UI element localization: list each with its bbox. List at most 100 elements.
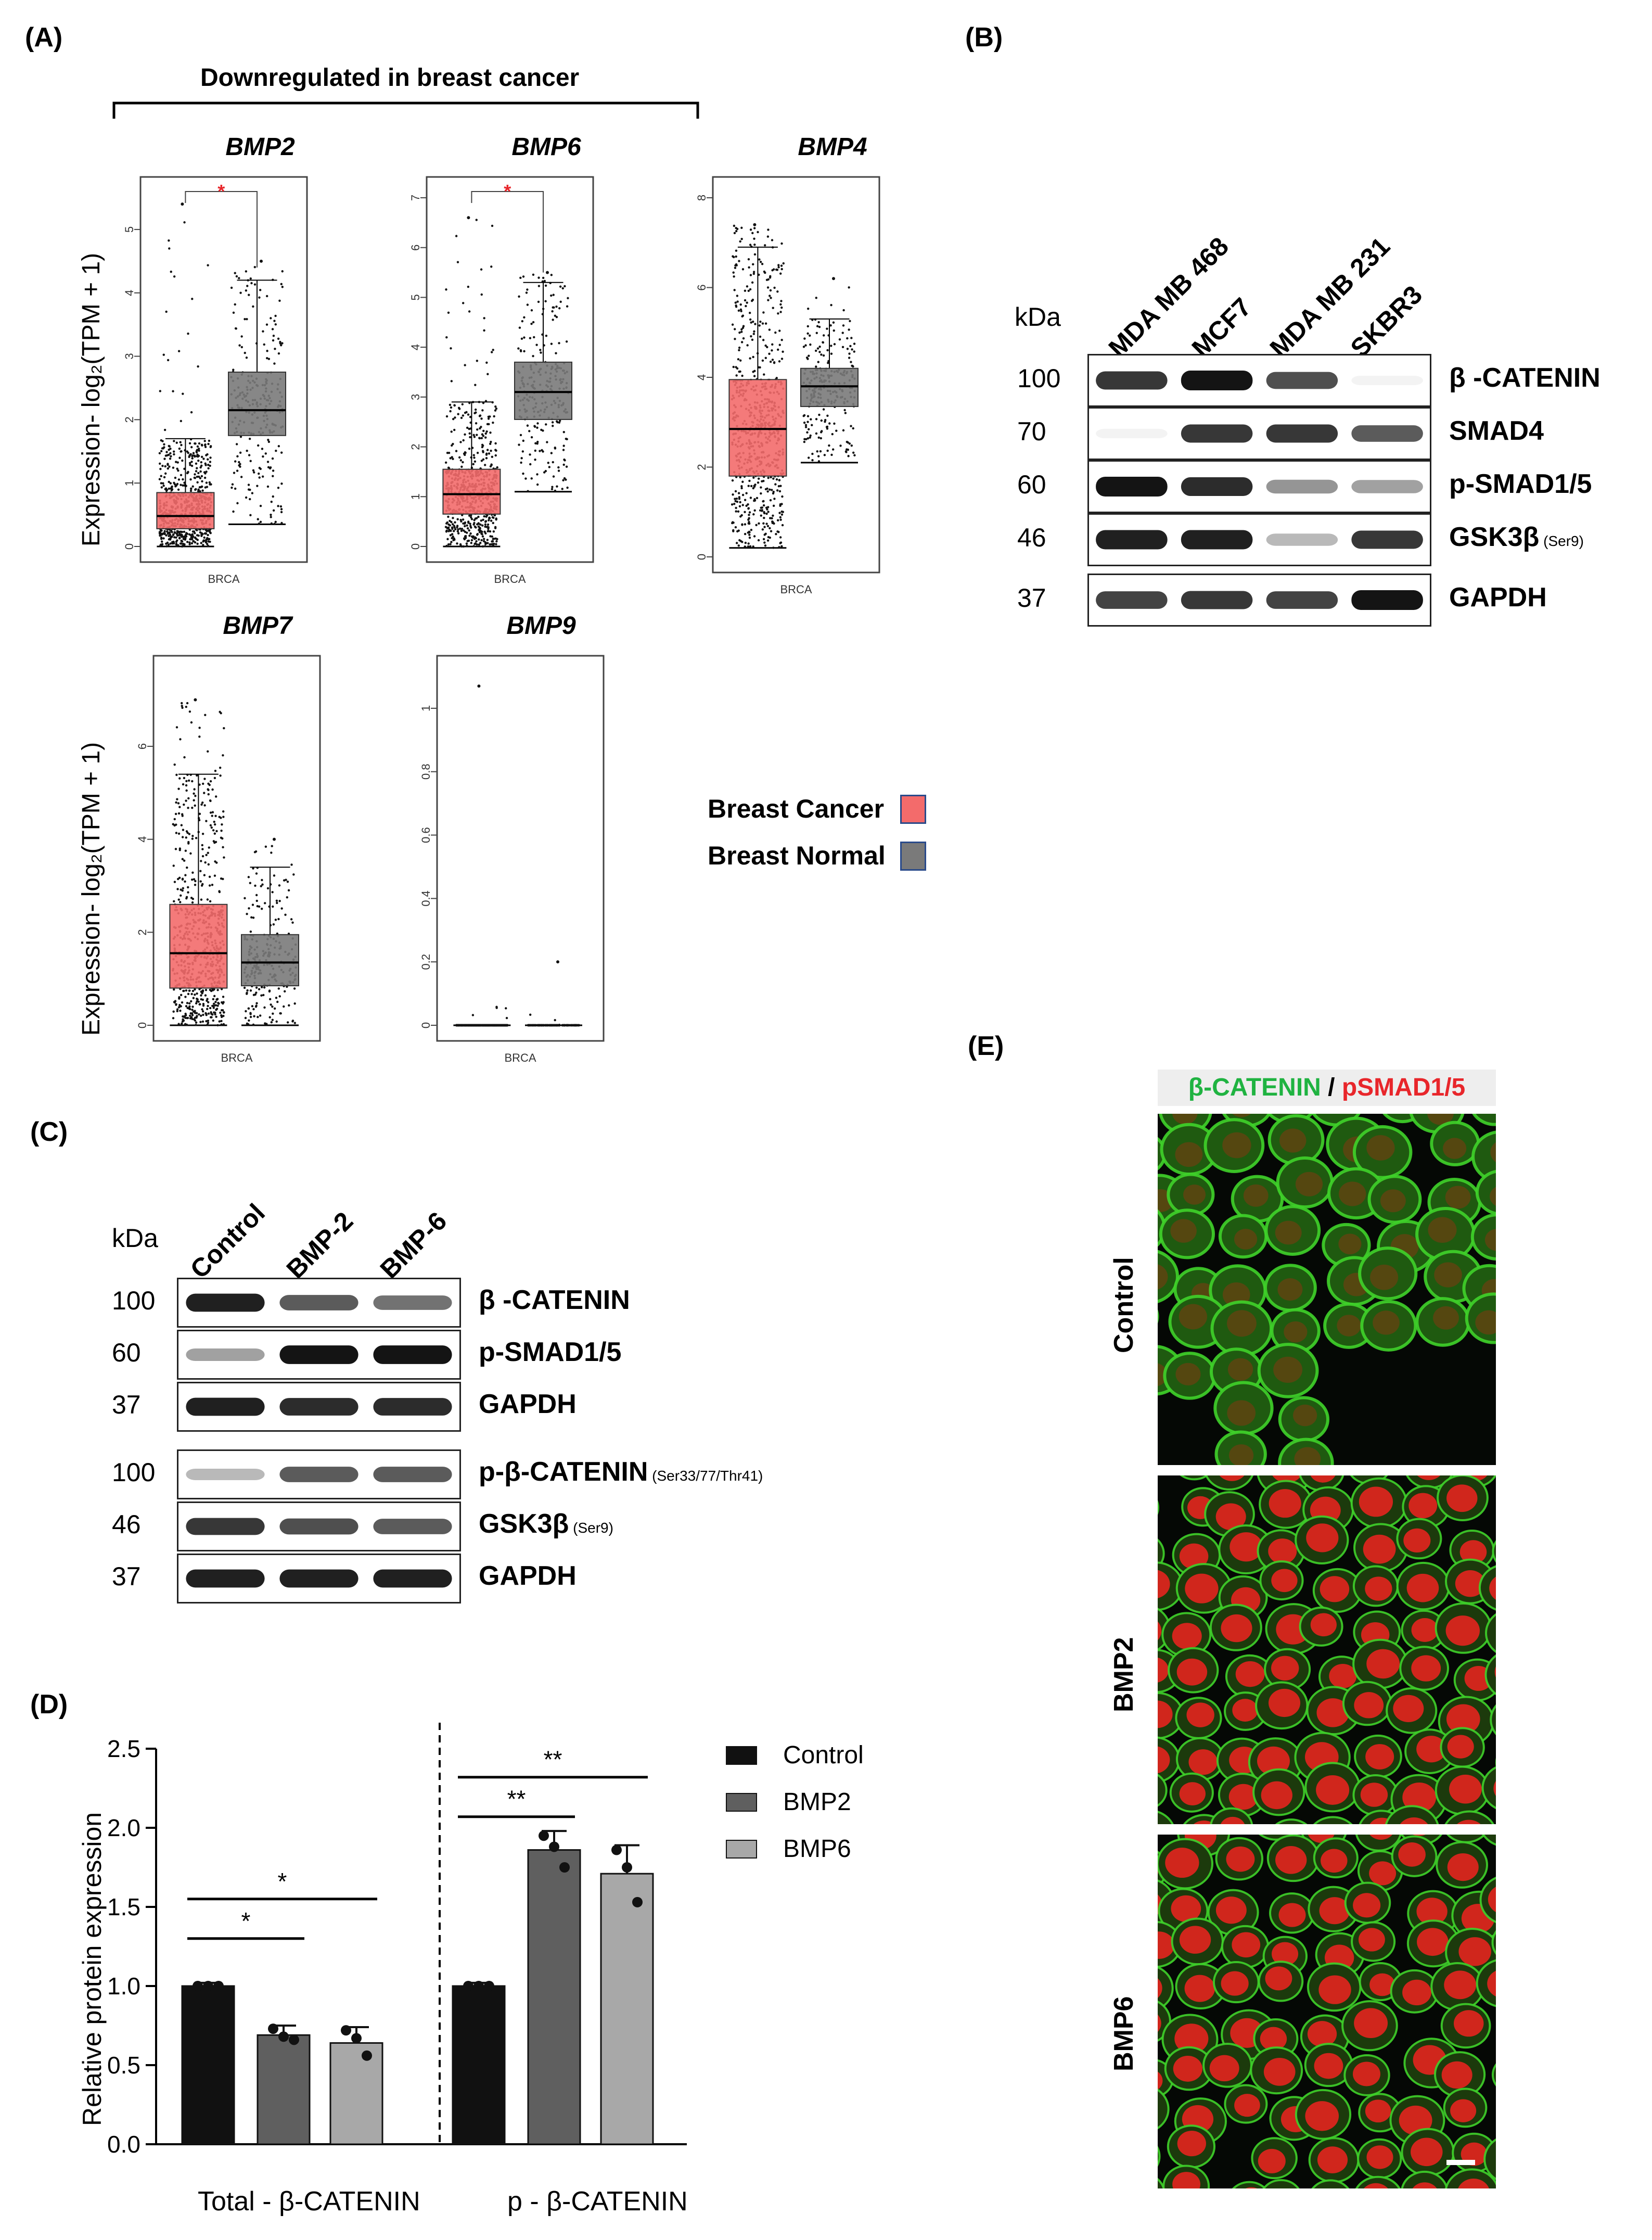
bmp7-title: BMP7 <box>223 612 292 640</box>
jitter-point <box>220 1023 223 1026</box>
jitter-point <box>831 448 835 451</box>
jitter-point <box>445 529 448 532</box>
jitter-point <box>830 303 833 307</box>
jitter-point <box>249 498 251 501</box>
jitter-point <box>552 425 554 427</box>
jitter-point <box>194 473 196 476</box>
jitter-point <box>768 352 771 355</box>
jitter-point <box>846 448 848 451</box>
jitter-point <box>737 544 740 547</box>
jitter-point <box>757 481 760 484</box>
jitter-point <box>470 535 473 538</box>
jitter-point <box>526 288 529 291</box>
jitter-point <box>179 1009 182 1012</box>
jitter-point <box>236 455 239 458</box>
jitter-point <box>214 1000 217 1003</box>
jitter-point <box>453 538 456 541</box>
jitter-point <box>447 543 450 546</box>
outlier-max-2-1 <box>832 277 835 281</box>
jitter-point <box>244 1016 247 1020</box>
jitter-point <box>763 533 766 536</box>
jitter-point <box>480 437 483 439</box>
b-kda-3: 46 <box>1017 523 1046 552</box>
jitter-point <box>164 487 168 490</box>
jitter-point <box>163 443 165 446</box>
jitter-point <box>193 788 196 791</box>
jitter-point <box>458 408 461 410</box>
jitter-point <box>495 543 497 545</box>
jitter-point <box>263 1006 266 1009</box>
jitter-point <box>763 541 766 544</box>
jitter-point <box>223 856 225 859</box>
jitter-point <box>749 244 752 246</box>
jitter-point <box>468 310 471 313</box>
b-kda-4: 37 <box>1017 583 1046 613</box>
jitter-point <box>164 472 167 475</box>
jitter-point <box>291 921 294 924</box>
jitter-point <box>188 541 191 544</box>
b-protein-name-1: SMAD4 <box>1449 416 1544 446</box>
jitter-point <box>518 443 520 446</box>
jitter-point <box>828 422 831 425</box>
jitter-point <box>253 265 257 269</box>
jitter-point <box>452 457 454 461</box>
jitter-point <box>490 265 493 268</box>
jitter-point <box>450 430 453 433</box>
jitter-point <box>778 546 780 549</box>
jitter-point <box>752 272 755 275</box>
jitter-point <box>481 524 484 527</box>
jitter-point <box>456 530 459 533</box>
jitter-point <box>449 524 452 527</box>
sig-bracket-0 <box>185 191 258 268</box>
jitter-point <box>828 444 830 447</box>
jitter-point <box>467 413 470 416</box>
jitter-point <box>804 344 807 347</box>
jitter-point <box>177 469 180 472</box>
jitter-point <box>191 457 194 460</box>
jitter-point <box>240 476 243 478</box>
jitter-point <box>530 309 533 312</box>
jitter-point <box>734 526 737 529</box>
jitter-point <box>806 415 810 417</box>
jitter-point <box>209 811 212 814</box>
jitter-point <box>264 845 267 848</box>
jitter-point <box>820 419 823 422</box>
jitter-point <box>200 534 203 537</box>
ytick-label-4-2: 0.4 <box>419 890 432 907</box>
b-protein-0: β -CATENIN <box>1449 362 1600 393</box>
jitter-point <box>734 338 736 340</box>
jitter-point <box>477 525 480 528</box>
jitter-point <box>270 500 273 503</box>
jitter-point <box>479 542 482 544</box>
jitter-point <box>809 436 811 439</box>
jitter-point <box>456 525 459 527</box>
jitter-point <box>172 1017 175 1020</box>
jitter-point <box>249 989 252 992</box>
jitter-point <box>749 288 752 291</box>
jitter-point <box>817 321 820 324</box>
jitter-point <box>772 504 775 507</box>
jitter-point <box>821 430 823 432</box>
jitter-point <box>567 297 569 300</box>
jitter-point <box>174 848 177 850</box>
xtick-label-4: BRCA <box>504 1051 536 1064</box>
jitter-point <box>482 538 485 540</box>
jitter-point <box>852 365 854 368</box>
jitter-point <box>558 342 560 345</box>
b-protein-4: GAPDH <box>1449 582 1547 613</box>
jitter-point <box>752 545 754 548</box>
jitter-point <box>198 1003 201 1006</box>
jitter-point <box>209 780 212 783</box>
jitter-point <box>456 518 459 520</box>
jitter-point <box>220 829 223 832</box>
jitter-point <box>447 311 450 314</box>
jitter-point <box>536 483 539 486</box>
jitter-point <box>166 454 169 457</box>
jitter-point <box>160 486 163 489</box>
jitter-point <box>850 361 852 363</box>
jitter-point <box>761 528 764 531</box>
jitter-point <box>275 997 278 999</box>
jitter-point <box>230 286 233 289</box>
ytick-label-4-4: 0.8 <box>419 763 432 780</box>
jitter-point <box>235 443 238 446</box>
